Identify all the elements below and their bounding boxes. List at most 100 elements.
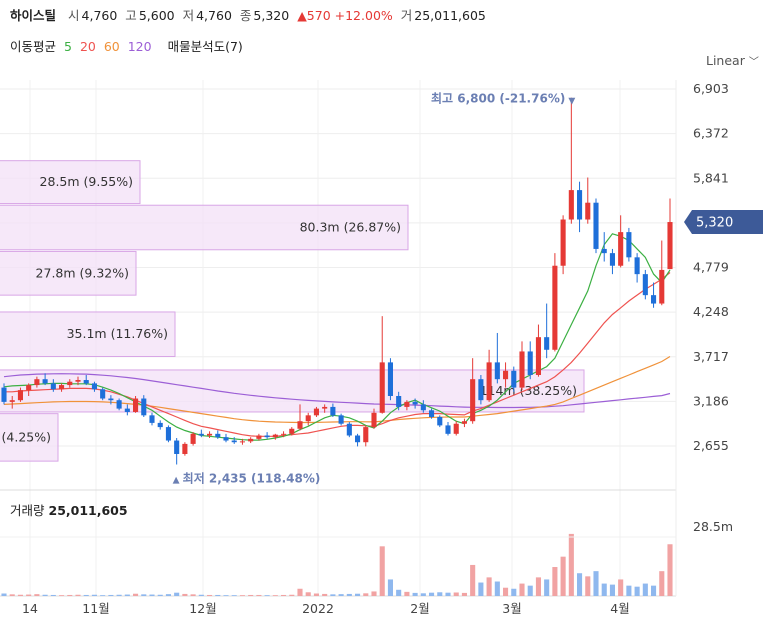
volume-tick-label: 28.5m [693,519,733,534]
candle-body [379,362,385,413]
volume-bar [264,595,270,596]
candle-body [215,433,221,438]
volume-bar [560,556,566,596]
x-tick-label: 3월 [502,601,521,616]
candle-body [568,190,574,220]
candle-body [149,415,155,423]
volume-profile-label: 114m (38.25%) [480,383,577,398]
volume-bar [634,586,640,596]
volume-bar [593,571,599,596]
candle-body [256,435,262,439]
volume-bar [535,577,541,596]
candle-body [50,383,56,390]
candle-body [503,370,509,380]
volume-profile-label: 35.1m (11.76%) [67,326,168,341]
candle-body [248,438,254,442]
volume-profile-bar [0,204,409,251]
volume-bar [651,585,657,596]
candle-body [404,401,410,407]
candle-body [544,337,550,350]
volume-bar [256,594,262,596]
ma5-line [3,233,671,441]
candle-body [511,370,517,388]
volume-bar [396,589,402,596]
volume-bar [322,593,328,596]
change-value: ▲570 +12.00% [297,8,393,23]
moving-average-legend[interactable]: 이동평균 5 20 60 120 매물분석도(7) [10,36,247,55]
volume-bar [371,591,377,596]
volume-bar [207,594,213,596]
volume-bar [34,594,40,596]
candle-body [470,379,476,422]
candle-body [453,423,459,434]
volume-bar [503,587,509,596]
volume-bar [198,594,204,596]
candle-body [593,202,599,249]
volume-profile-bar [0,413,59,462]
scale-toggle-label: Linear [706,53,745,68]
high-label: 고 [125,8,137,23]
x-tick-label: 12월 [189,601,216,616]
volume-bar [420,593,426,596]
volume-profile-bar [0,250,137,296]
volume-total: 25,011,605 [48,503,128,518]
candle-body [363,427,369,443]
volume-bar [511,588,517,596]
candle-body [124,408,130,412]
volume-bar [67,594,73,596]
x-tick-label: 2022 [302,601,334,616]
ma120-line [3,373,671,409]
scale-toggle[interactable]: Linear ﹀ [706,53,759,68]
candle-body [182,443,188,454]
candle-body [338,415,344,424]
y-tick-label: 3,186 [693,393,729,408]
volume-bar [223,595,229,596]
volume-bar [1,593,7,596]
volume-bar [272,595,278,596]
candle-body [281,433,287,435]
volume-bar [346,593,352,596]
candle-body [42,379,48,384]
candle-body [26,385,32,391]
current-price-label: 5,320 [696,216,733,231]
open-label: 시 [68,8,80,23]
volume-bar [59,595,65,596]
volume-bar [470,564,476,596]
volume-bar [519,583,525,596]
volume-profile-label: 매물분석도(7) [167,39,243,54]
volume-bar [609,584,615,596]
volume-bar [182,593,188,596]
volume-bar [100,595,106,596]
candle-body [478,379,484,401]
high-value: 5,600 [138,8,175,23]
volume-bar [338,594,344,596]
volume-bar [26,594,32,596]
volume-profile-bar [0,160,141,205]
volume-bar [17,594,23,596]
candle-body [642,274,648,296]
candle-body [297,421,303,429]
candle-body [108,398,114,401]
candle-body [667,222,673,270]
volume-bar [626,585,632,596]
low-marker-icon: ▲ [173,475,180,485]
candle-body [330,406,336,416]
volume-bar [601,583,607,596]
candle-body [198,433,204,436]
volume-bar [387,579,393,596]
candle-body [289,428,295,434]
candle-body [174,440,180,454]
candle-body [601,248,607,254]
y-tick-label: 4,779 [693,260,729,275]
volume-bar [618,579,624,596]
volume-bar [355,593,361,596]
x-tick-label: 14 [22,601,38,616]
quote-header: 하이스틸 시 4,760 고 5,600 저 4,760 종 5,320 ▲570 +1… [10,5,490,24]
candle-body [190,433,196,444]
volume-bar [174,592,180,596]
low-value: 4,760 [196,8,232,23]
low-annotation: 최저 2,435 (118.48%) [183,470,321,485]
candle-body [17,390,23,401]
volume-bar [75,594,81,596]
